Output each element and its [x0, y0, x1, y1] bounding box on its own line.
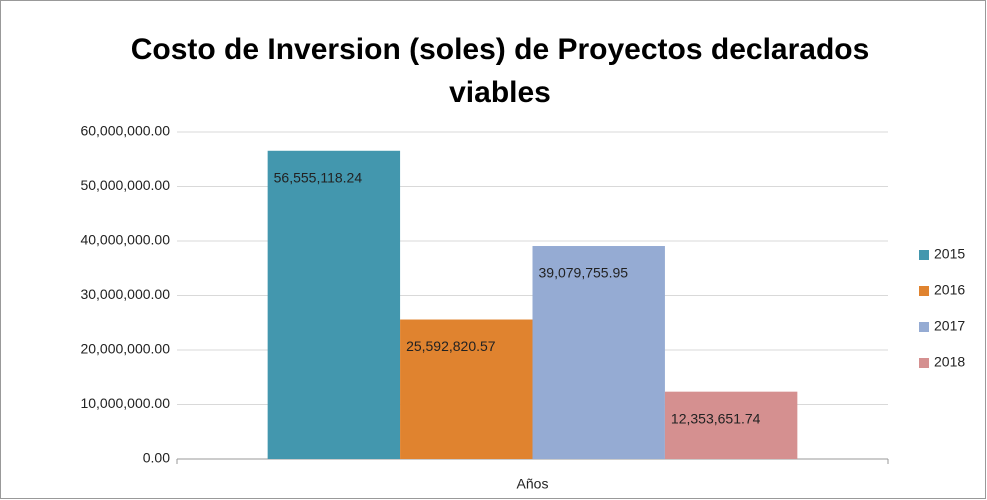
data-label: 39,079,755.95 — [539, 265, 629, 281]
y-tick-label: 10,000,000.00 — [80, 395, 170, 411]
bar — [400, 319, 533, 459]
y-tick-label: 40,000,000.00 — [80, 232, 170, 248]
bar — [532, 246, 665, 459]
y-tick-label: 50,000,000.00 — [80, 177, 170, 193]
y-tick-label: 30,000,000.00 — [80, 286, 170, 302]
chart-title: Costo de Inversion (soles) de Proyectos … — [130, 33, 870, 109]
legend-swatch — [919, 358, 929, 368]
data-label: 12,353,651.74 — [671, 410, 761, 426]
y-tick-label: 0.00 — [143, 450, 170, 466]
legend-swatch — [919, 250, 929, 260]
y-tick-label: 60,000,000.00 — [80, 123, 170, 139]
legend-label: 2016 — [934, 282, 965, 298]
data-label: 56,555,118.24 — [274, 169, 363, 185]
bar — [267, 150, 401, 460]
y-tick-label: 20,000,000.00 — [80, 341, 170, 357]
data-label: 25,592,820.57 — [406, 338, 496, 354]
bar — [664, 391, 798, 459]
legend-label: 2015 — [934, 246, 965, 262]
x-tick-label: Años — [517, 476, 549, 492]
legend-label: 2018 — [934, 354, 965, 370]
legend-swatch — [919, 322, 929, 332]
legend-swatch — [919, 286, 929, 296]
legend-label: 2017 — [934, 318, 965, 334]
